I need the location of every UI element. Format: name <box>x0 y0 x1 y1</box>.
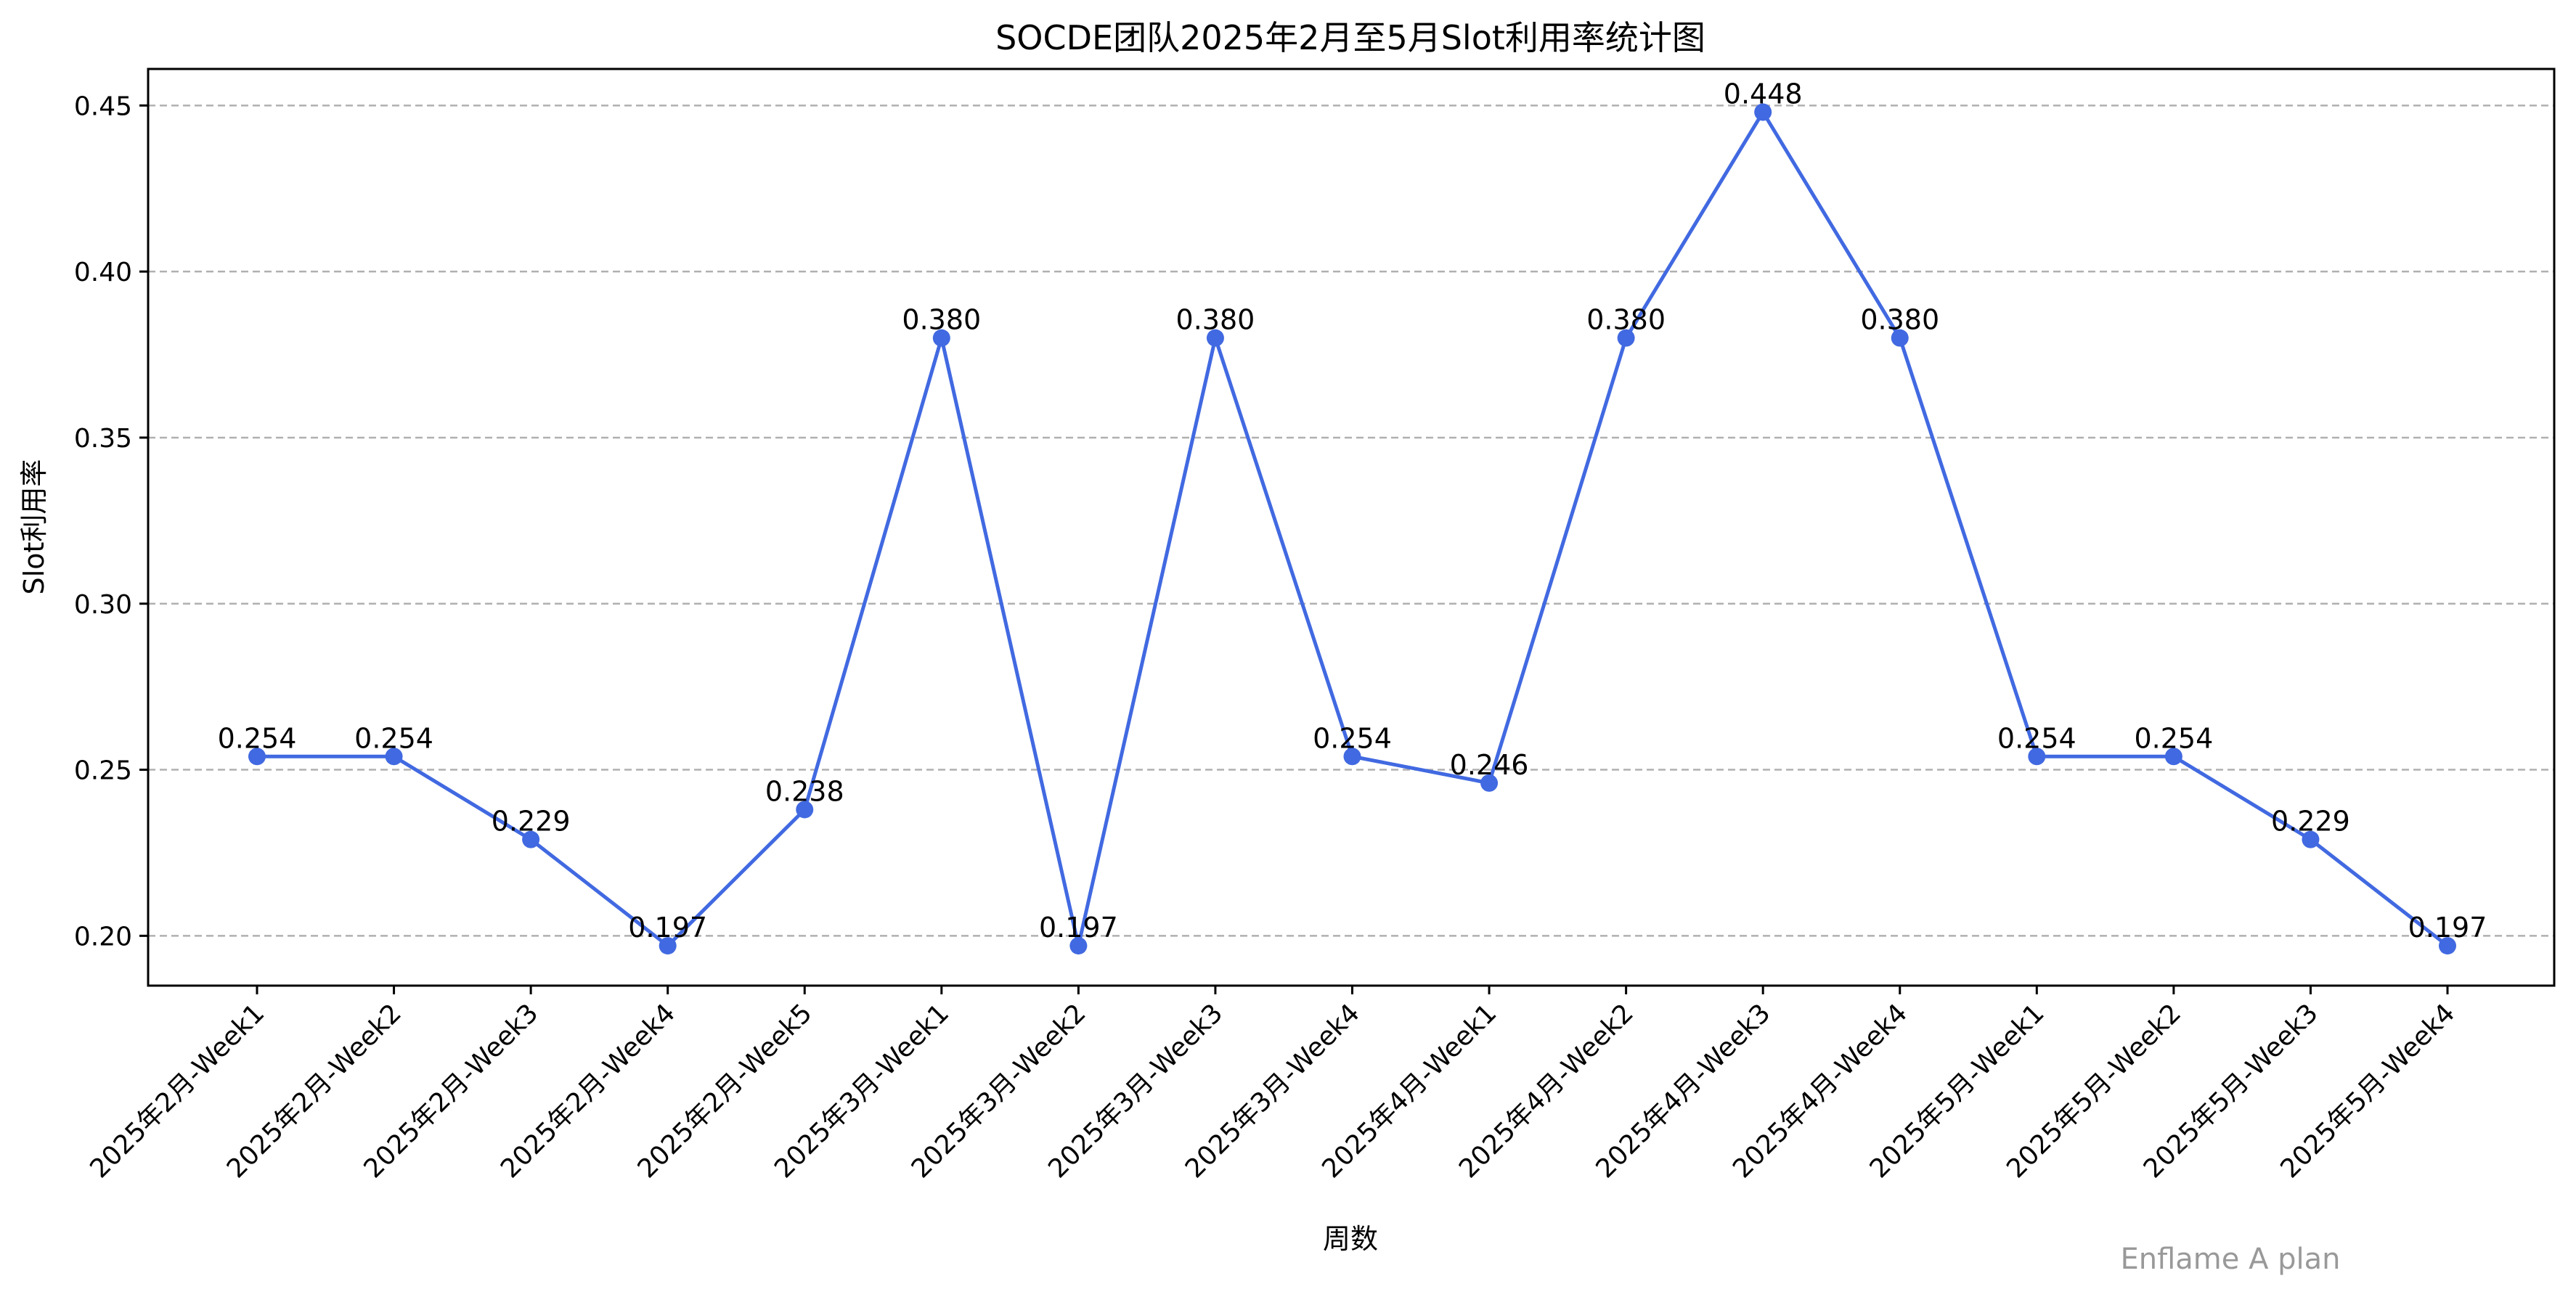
y-tick-label: 0.45 <box>74 91 132 121</box>
data-label: 0.254 <box>218 722 297 754</box>
data-label: 0.254 <box>354 722 433 754</box>
watermark: Enflame A plan <box>2120 1243 2340 1276</box>
x-axis-label: 周数 <box>1323 1223 1378 1255</box>
data-label: 0.197 <box>2408 912 2487 944</box>
series-line <box>257 110 2449 948</box>
data-label: 0.229 <box>2271 806 2350 838</box>
y-tick-label: 0.25 <box>74 756 132 786</box>
data-point <box>1891 329 1909 347</box>
grid-lines <box>148 105 2554 937</box>
chart-title: SOCDE团队2025年2月至5月Slot利用率统计图 <box>995 18 1705 57</box>
series-layer <box>248 103 2456 955</box>
data-label: 0.254 <box>1997 722 2076 754</box>
y-axis-ticks: 0.20 0.25 0.30 0.35 0.40 0.45 <box>74 91 148 952</box>
y-tick-label: 0.40 <box>74 258 132 287</box>
data-point <box>1617 329 1635 347</box>
data-point <box>2302 830 2320 848</box>
data-point <box>1206 329 1224 347</box>
data-label: 0.238 <box>765 775 844 807</box>
y-tick-label: 0.30 <box>74 590 132 620</box>
plot-frame <box>147 67 2556 987</box>
data-point <box>2439 937 2456 955</box>
data-label: 0.380 <box>1176 304 1255 336</box>
data-point <box>659 937 677 955</box>
y-tick-label: 0.20 <box>74 922 132 952</box>
data-point <box>1480 774 1499 792</box>
data-label: 0.448 <box>1724 78 1803 110</box>
data-point <box>522 830 540 848</box>
data-label: 0.229 <box>492 806 571 838</box>
data-label: 0.246 <box>1450 749 1529 781</box>
data-point <box>1069 937 1088 955</box>
data-point <box>385 748 403 766</box>
data-point <box>1754 103 1772 121</box>
data-point <box>248 748 266 766</box>
data-label: 0.380 <box>1860 304 1939 336</box>
data-label: 0.380 <box>902 304 981 336</box>
data-label: 0.254 <box>2134 722 2213 754</box>
data-label: 0.197 <box>628 912 707 944</box>
data-label: 0.380 <box>1586 304 1666 336</box>
x-axis-ticks: 2025年2月-Week12025年2月-Week22025年2月-Week32… <box>84 986 2461 1184</box>
data-point <box>2164 748 2182 766</box>
y-tick-label: 0.35 <box>74 424 132 454</box>
data-point <box>932 329 950 347</box>
data-label: 0.197 <box>1039 912 1118 944</box>
data-label: 0.254 <box>1313 722 1392 754</box>
data-point <box>1343 748 1361 766</box>
y-axis-label: Slot利用率 <box>18 459 50 595</box>
data-point <box>2028 748 2046 766</box>
data-labels: 0.254 0.254 0.229 0.197 0.238 0.380 0.197 0.380… <box>218 78 2487 944</box>
data-point <box>796 801 814 819</box>
